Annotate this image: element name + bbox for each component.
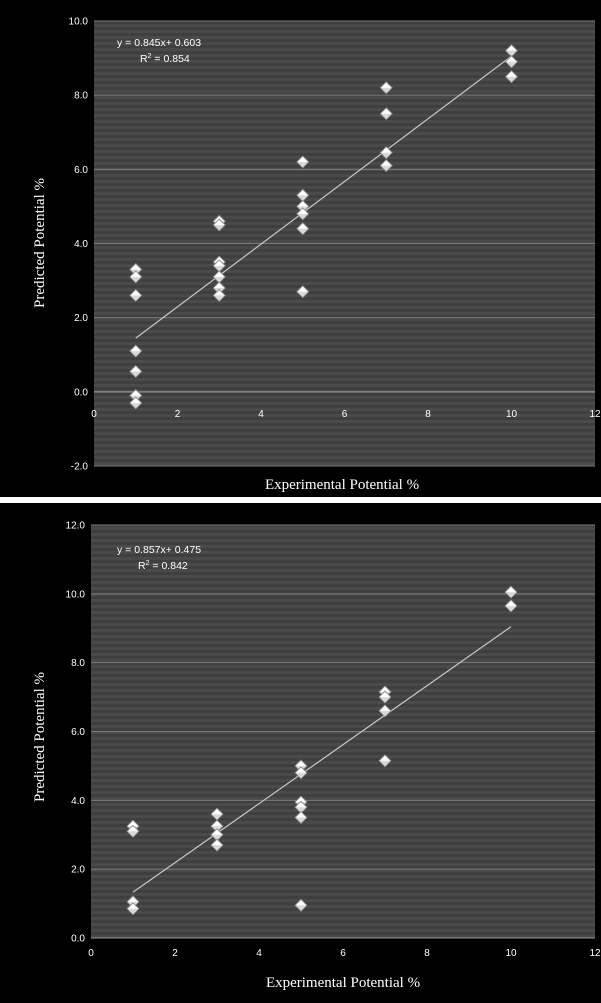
y-tick-label: 4.0 xyxy=(74,239,88,250)
data-point xyxy=(378,690,392,704)
x-tick-label: 10 xyxy=(506,409,518,420)
x-tick-label: 10 xyxy=(505,948,517,959)
y-axis-title: Predicted Potential % xyxy=(32,178,48,308)
scatter-chart-bottom: 0.0 2.0 4.0 6.0 8.0 10.0 12.0 0 2 4 6 8 10 12 y = 0.85… xyxy=(0,503,601,1003)
x-axis-title: Experimental Potential % xyxy=(265,477,419,493)
data-point xyxy=(210,838,224,852)
data-point xyxy=(296,222,310,236)
data-point xyxy=(379,146,393,160)
data-point xyxy=(379,107,393,121)
scatter-chart-top: -2.0 0.0 2.0 4.0 6.0 8.0 10.0 0 2 4 6 8 10 12 y = 0.84… xyxy=(0,0,601,497)
data-point xyxy=(296,285,310,299)
x-tick-label: 0 xyxy=(88,948,94,959)
y-tick-label: 10.0 xyxy=(66,589,86,600)
data-point xyxy=(378,754,392,768)
y-tick-label: 12.0 xyxy=(66,521,86,532)
x-tick-label: 8 xyxy=(424,948,430,959)
data-point xyxy=(212,259,226,273)
data-point xyxy=(212,218,226,232)
data-point xyxy=(129,270,143,284)
x-tick-label: 4 xyxy=(258,409,264,420)
data-point xyxy=(212,288,226,302)
y-tick-label: -2.0 xyxy=(71,462,89,473)
data-point xyxy=(129,288,143,302)
data-point xyxy=(294,898,308,912)
data-point xyxy=(504,585,518,599)
data-point xyxy=(379,159,393,173)
data-point xyxy=(504,55,519,69)
trendline xyxy=(135,55,512,339)
chart-bottom-svg: 0.0 2.0 4.0 6.0 8.0 10.0 12.0 0 2 4 6 8 10 12 y = 0.85… xyxy=(32,521,601,992)
y-tick-label: 6.0 xyxy=(74,165,88,176)
x-tick-label: 0 xyxy=(91,409,97,420)
y-tick-label: 8.0 xyxy=(74,91,88,102)
data-point xyxy=(210,807,224,821)
x-axis-title: Experimental Potential % xyxy=(266,975,420,991)
data-point xyxy=(294,810,308,825)
data-point xyxy=(504,70,519,84)
x-tick-label: 6 xyxy=(342,409,348,420)
data-point xyxy=(129,396,143,410)
data-point xyxy=(504,599,518,613)
data-point xyxy=(129,364,143,379)
trendline-equation: y = 0.857x+ 0.475 xyxy=(117,544,201,556)
y-tick-label: 0.0 xyxy=(74,387,88,398)
data-point xyxy=(126,902,140,916)
trendline xyxy=(132,626,512,893)
chart-top-svg: -2.0 0.0 2.0 4.0 6.0 8.0 10.0 0 2 4 6 8 10 12 y = 0.84… xyxy=(32,17,601,494)
y-axis-title: Predicted Potential % xyxy=(32,672,48,802)
x-tick-label: 6 xyxy=(340,948,346,959)
data-point xyxy=(129,344,143,358)
trendline-equation: y = 0.845x+ 0.603 xyxy=(117,37,201,49)
y-tick-label: 0.0 xyxy=(71,934,85,945)
data-point xyxy=(378,704,392,718)
data-point xyxy=(379,81,393,95)
r-squared-label: R2 = 0.842 xyxy=(138,560,188,572)
y-tick-label: 2.0 xyxy=(74,313,88,324)
data-point xyxy=(296,155,310,169)
x-tick-label: 2 xyxy=(175,409,181,420)
y-tick-label: 2.0 xyxy=(71,865,85,876)
x-tick-label: 12 xyxy=(589,948,601,959)
x-tick-label: 8 xyxy=(425,409,431,420)
y-tick-label: 8.0 xyxy=(71,658,85,669)
x-tick-label: 12 xyxy=(589,409,601,420)
y-tick-label: 4.0 xyxy=(71,796,85,807)
y-tick-label: 6.0 xyxy=(71,727,85,738)
data-point xyxy=(294,766,308,780)
data-point xyxy=(126,824,140,838)
x-tick-label: 2 xyxy=(172,948,178,959)
y-tick-label: 10.0 xyxy=(69,17,89,28)
data-point xyxy=(129,262,143,277)
data-point xyxy=(296,207,310,221)
x-tick-label: 4 xyxy=(256,948,262,959)
r-squared-label: R2 = 0.854 xyxy=(140,53,190,65)
